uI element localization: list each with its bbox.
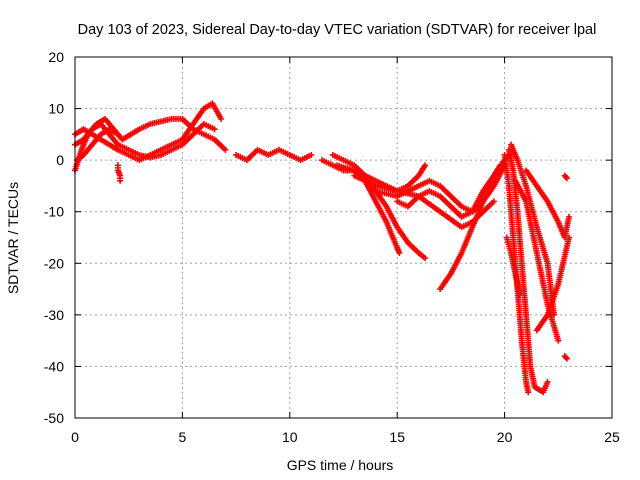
y-axis-label: SDTVAR / TECUs	[5, 182, 21, 294]
data-point	[544, 378, 551, 385]
x-tick-label: 15	[389, 429, 405, 445]
data-point	[422, 255, 429, 262]
data-point	[490, 198, 497, 205]
y-tick-label: -10	[44, 204, 64, 220]
data-point	[222, 146, 229, 153]
data-point	[114, 131, 121, 138]
tick-labels: 0 5 10 15 20 25 20 10 0 -10 -20 -30 -40 -50	[44, 49, 620, 445]
series-track-21	[561, 172, 570, 182]
y-tick-label: -40	[44, 358, 64, 374]
chart-title: Day 103 of 2023, Sidereal Day-to-day VTE…	[78, 22, 597, 38]
x-axis-label: GPS time / hours	[287, 457, 394, 473]
y-tick-label: 20	[48, 49, 64, 65]
x-tick-label: 5	[179, 429, 187, 445]
data-point	[422, 162, 429, 169]
data-point	[562, 173, 569, 180]
data-point	[525, 389, 532, 396]
data-point	[218, 115, 225, 122]
data-point	[516, 291, 523, 298]
data-point	[555, 337, 562, 344]
y-tick-label: -20	[44, 255, 64, 271]
series-track-19	[533, 234, 573, 334]
data-point	[563, 175, 570, 182]
x-tick-label: 0	[71, 429, 79, 445]
series-track-17	[512, 177, 562, 344]
series-track-13	[501, 151, 532, 396]
series-track-15	[503, 234, 523, 298]
series-track-18	[523, 167, 573, 241]
data-point	[562, 354, 569, 361]
data-point	[211, 126, 218, 133]
plot-frame	[74, 56, 613, 419]
data-point	[497, 162, 504, 169]
series-track-20	[561, 353, 570, 362]
data-points	[72, 100, 573, 396]
x-tick-label: 20	[497, 429, 513, 445]
data-point	[308, 151, 315, 158]
series-track-12	[437, 162, 504, 293]
series-track-22	[114, 162, 124, 184]
data-point	[566, 213, 573, 220]
data-point	[396, 249, 403, 256]
y-tick-label: -50	[44, 410, 64, 426]
data-point	[117, 177, 124, 184]
series-track-4	[74, 126, 121, 164]
x-tick-label: 10	[282, 429, 298, 445]
data-point	[566, 234, 573, 241]
x-tick-label: 25	[604, 429, 620, 445]
data-point	[563, 355, 570, 362]
y-tick-label: 10	[48, 101, 64, 117]
y-tick-label: 0	[56, 152, 64, 168]
series-track-5	[233, 146, 315, 164]
series-track-14	[505, 146, 551, 396]
y-tick-label: -30	[44, 307, 64, 323]
